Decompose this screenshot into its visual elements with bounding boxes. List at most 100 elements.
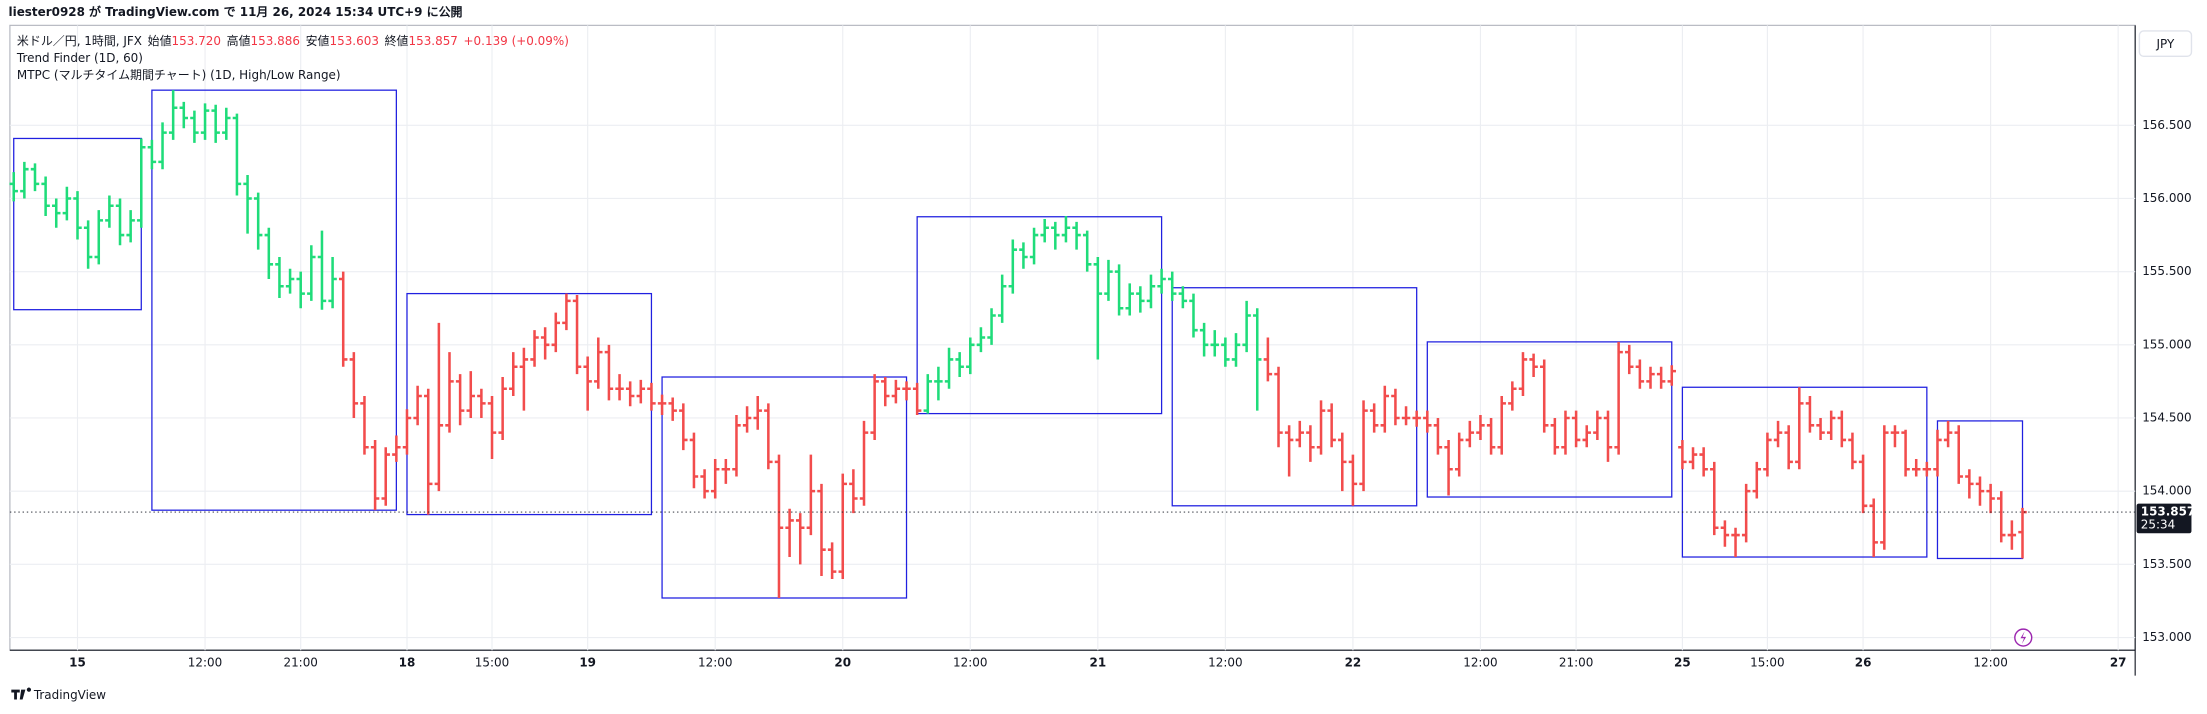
ohlc-bar [1943, 420, 1953, 448]
ohlc-bar [625, 381, 635, 407]
ohlc-bar [1880, 425, 1889, 550]
brand-logo [11, 687, 32, 700]
ohlc-bar [615, 374, 624, 401]
ohlc-bar [1688, 447, 1698, 470]
ohlc-bar [1454, 432, 1464, 477]
ohlc-bar [870, 374, 879, 440]
ohlc-bar [1369, 403, 1379, 433]
indicator: Trend Finder (1D, 60) [16, 51, 143, 65]
ohlc-bar [73, 191, 82, 240]
ohlc-bar [1816, 417, 1825, 440]
ohlc-bar [338, 271, 348, 367]
ohlc-bar [30, 163, 40, 192]
ohlc-bar [1199, 322, 1209, 357]
ohlc-bar [1072, 221, 1081, 250]
ohlc-bar [1189, 293, 1198, 338]
ohlc-bar [1550, 417, 1560, 455]
x-tick-label: 19 [579, 655, 596, 669]
ohlc-bar [1082, 230, 1092, 272]
ohlc-bar [1614, 341, 1623, 455]
ohlc-bar [1656, 366, 1666, 389]
x-tick-label: 25 [1674, 655, 1691, 669]
ohlc-bar [891, 379, 901, 404]
ohlc-bar [477, 388, 486, 418]
ohlc-bar [2007, 520, 2017, 550]
ohlc-bar [647, 382, 656, 411]
ohlc-bar [1093, 257, 1103, 360]
ohlc-bar [817, 483, 826, 577]
ohlc-bar [668, 397, 677, 421]
ohlc-bar [1040, 218, 1049, 243]
indicator: MTPC (マルチタイム期間チャート) (1D, High/Low Range) [17, 68, 341, 82]
countdown: 25:34 [2141, 517, 2175, 531]
range-box [916, 216, 1163, 415]
ohlc-bar [1423, 410, 1432, 433]
ohlc-bar [1114, 264, 1124, 316]
x-tick-label: 12:00 [1973, 655, 2007, 669]
ohlc-bar [1795, 387, 1804, 470]
ohlc-bar [94, 210, 103, 265]
ohlc-bar [1741, 483, 1751, 543]
ohlc-bar [519, 347, 529, 411]
currency-box[interactable] [2138, 30, 2193, 58]
y-tick-label: 154.000 [2142, 484, 2191, 498]
brand: TradingView [33, 688, 106, 702]
ohlc-bar [785, 508, 794, 558]
ohlc-bar [1497, 396, 1506, 455]
ohlc-bar [1242, 300, 1251, 353]
ohlc-bar [455, 374, 465, 426]
ohlc-bar [402, 409, 412, 455]
range-box [1936, 420, 2024, 560]
ohlc-bar [1975, 476, 1985, 506]
ohlc-bar [1954, 425, 1963, 484]
ohlc-bar [1911, 458, 1921, 477]
legend: 米ドル／円, 1時間, JFX 始値153.720 高値153.886 安値153.6… [17, 32, 569, 47]
ohlc-bar [1476, 415, 1485, 440]
y-tick-label: 153.500 [2142, 557, 2191, 571]
ohlc-bar [1784, 425, 1793, 470]
ohlc-bar [732, 415, 741, 477]
close: 153.857 [408, 33, 457, 47]
ohlc-bar [285, 268, 295, 294]
ohlc-bar [530, 330, 539, 367]
ohlc-bar [859, 420, 869, 506]
ohlc-bar [1486, 417, 1496, 455]
ohlc-bar [275, 257, 284, 298]
ohlc-bar [1253, 308, 1262, 411]
ohlc-bar [381, 447, 390, 506]
ohlc-bar [1529, 353, 1538, 378]
ohlc-bar [1444, 439, 1453, 496]
ohlc-bar [1997, 491, 2006, 543]
ohlc-bar [1221, 337, 1230, 367]
ohlc-bar [296, 271, 305, 309]
ohlc-bar [317, 230, 327, 310]
ohlc-bar [445, 352, 454, 433]
open: 153.720 [172, 33, 221, 47]
ohlc-bar [1731, 527, 1740, 558]
ohlc-bar [487, 396, 497, 459]
ohlc-bar [562, 293, 571, 331]
ohlc-bar [1582, 425, 1591, 448]
currency[interactable]: JPY [2156, 37, 2175, 51]
x-tick-label: 15:00 [475, 655, 509, 669]
ohlc-bar [360, 396, 369, 455]
ohlc-bar [1210, 330, 1219, 357]
ohlc-bar [1763, 432, 1772, 477]
ohlc-bar [1773, 420, 1783, 448]
y-tick-label: 156.500 [2142, 118, 2191, 132]
ohlc-bar [52, 198, 61, 228]
ohlc-bar [1593, 410, 1602, 440]
ohlc-bar [1922, 461, 1932, 477]
ohlc-bar [413, 385, 422, 426]
ohlc-bar [657, 394, 667, 416]
y-tick-label: 155.500 [2142, 264, 2191, 278]
ohlc-bar [62, 186, 72, 221]
ohlc-bar [955, 352, 964, 378]
x-tick-label: 20 [834, 655, 851, 669]
ohlc-bar [190, 110, 199, 143]
ohlc-bar [934, 366, 943, 401]
x-tick-label: 18 [399, 655, 416, 669]
close-label: 終値 [385, 32, 409, 47]
ohlc-bar [827, 542, 837, 579]
